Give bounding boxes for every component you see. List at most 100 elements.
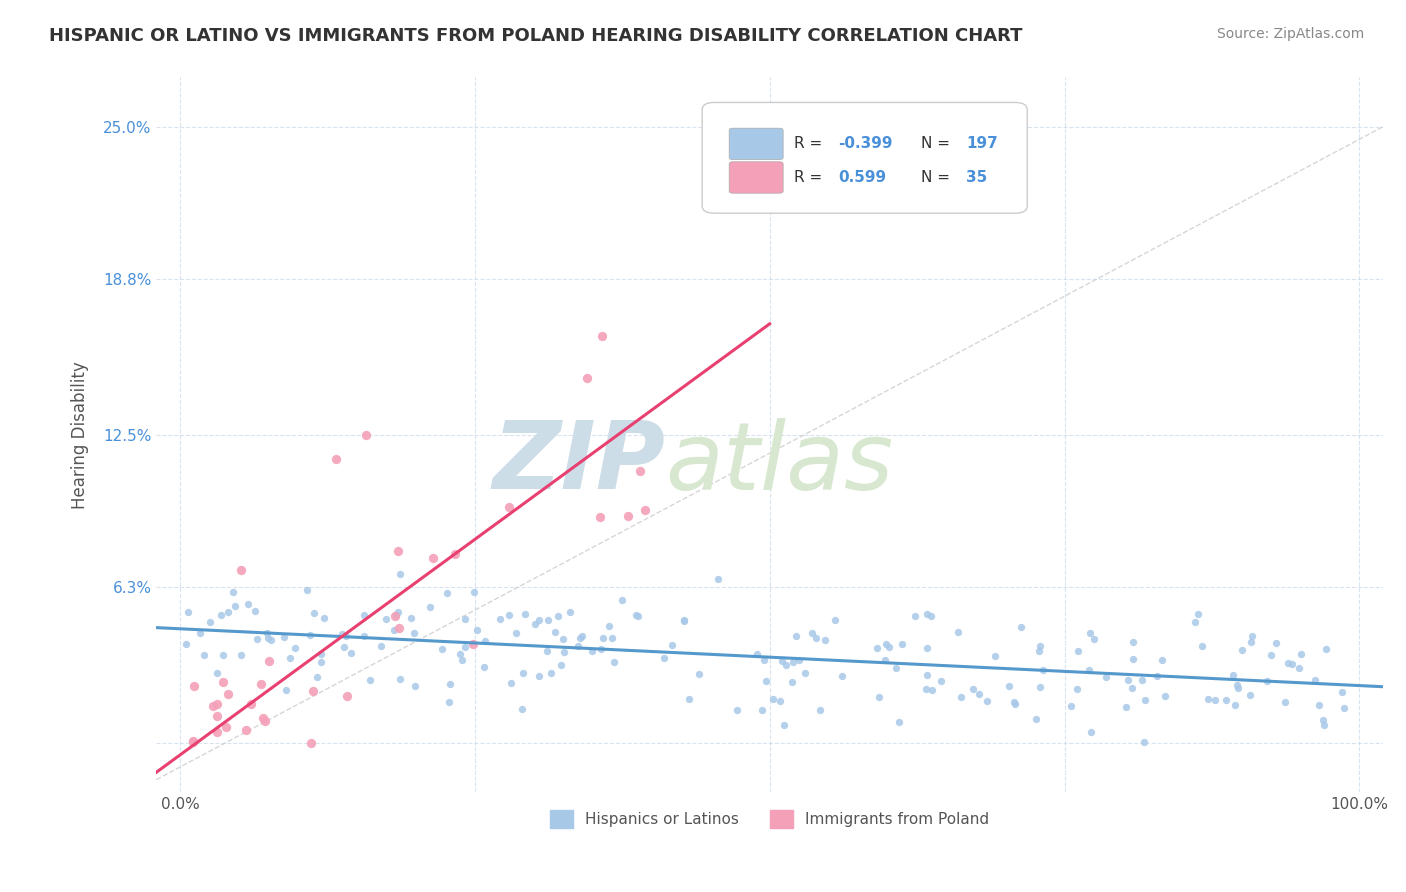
Point bbox=[1066, 681, 1088, 696]
Point bbox=[235, 723, 257, 737]
Point bbox=[550, 658, 572, 673]
Point bbox=[950, 690, 973, 704]
Point bbox=[773, 718, 796, 732]
Point bbox=[688, 667, 710, 681]
Point bbox=[1289, 648, 1312, 662]
Point bbox=[454, 612, 477, 626]
Point bbox=[311, 647, 333, 661]
Point bbox=[387, 543, 409, 558]
Point bbox=[229, 648, 252, 662]
FancyBboxPatch shape bbox=[702, 103, 1028, 213]
Point bbox=[465, 623, 488, 637]
Text: 197: 197 bbox=[966, 136, 998, 152]
Point bbox=[1122, 635, 1144, 649]
Point bbox=[512, 665, 534, 680]
Point bbox=[1078, 626, 1101, 640]
Point bbox=[887, 715, 910, 730]
Point bbox=[915, 640, 938, 655]
Point bbox=[962, 681, 984, 696]
Point bbox=[177, 605, 200, 619]
Point bbox=[217, 605, 239, 619]
Point bbox=[246, 632, 269, 647]
Point bbox=[589, 641, 612, 656]
Point bbox=[915, 607, 938, 622]
Point bbox=[385, 608, 408, 623]
Point bbox=[1133, 735, 1156, 749]
Point bbox=[1028, 644, 1050, 658]
Point bbox=[1230, 642, 1253, 657]
Point bbox=[1154, 690, 1177, 704]
Point bbox=[904, 608, 927, 623]
Point bbox=[1060, 698, 1083, 713]
Point bbox=[575, 371, 598, 385]
Point bbox=[202, 699, 225, 714]
Point bbox=[1312, 713, 1334, 727]
Point bbox=[567, 640, 589, 654]
Point bbox=[1067, 643, 1090, 657]
Point bbox=[976, 694, 998, 708]
Point bbox=[523, 617, 546, 632]
Point bbox=[205, 665, 228, 680]
Point bbox=[589, 509, 612, 524]
Point bbox=[780, 675, 803, 690]
Point bbox=[340, 646, 363, 660]
Text: N =: N = bbox=[921, 170, 955, 185]
Text: N =: N = bbox=[921, 136, 955, 152]
Point bbox=[527, 669, 550, 683]
Point bbox=[627, 609, 650, 624]
Point bbox=[886, 661, 908, 675]
Point bbox=[808, 703, 831, 717]
Point bbox=[295, 582, 318, 597]
Point bbox=[256, 625, 278, 640]
Point bbox=[672, 613, 695, 627]
Point bbox=[628, 464, 651, 478]
Point bbox=[1025, 712, 1047, 726]
Text: R =: R = bbox=[794, 170, 827, 185]
Point bbox=[600, 632, 623, 646]
Point bbox=[929, 673, 952, 688]
Point bbox=[652, 650, 675, 665]
Y-axis label: Hearing Disability: Hearing Disability bbox=[72, 361, 89, 508]
Point bbox=[775, 657, 797, 672]
Point bbox=[222, 585, 245, 599]
Point bbox=[617, 509, 640, 524]
Point bbox=[1308, 698, 1330, 712]
Point bbox=[1274, 695, 1296, 709]
Point bbox=[451, 652, 474, 666]
Point bbox=[1288, 661, 1310, 675]
Point bbox=[591, 329, 613, 343]
Point bbox=[209, 608, 232, 623]
Point bbox=[513, 607, 536, 621]
Point bbox=[610, 592, 633, 607]
Point bbox=[1333, 701, 1355, 715]
Point bbox=[1241, 629, 1264, 643]
Point bbox=[419, 600, 441, 615]
Point bbox=[489, 612, 512, 626]
Point bbox=[1265, 636, 1288, 650]
Point bbox=[260, 632, 283, 647]
Point bbox=[1303, 673, 1326, 688]
Point bbox=[188, 626, 211, 640]
Point bbox=[388, 672, 411, 686]
Point bbox=[193, 648, 215, 663]
Point bbox=[404, 626, 426, 640]
Point bbox=[1187, 607, 1209, 622]
Point bbox=[1122, 651, 1144, 665]
Point bbox=[454, 640, 477, 654]
Point bbox=[388, 566, 411, 581]
Text: Source: ZipAtlas.com: Source: ZipAtlas.com bbox=[1216, 27, 1364, 41]
Point bbox=[254, 714, 277, 729]
Point bbox=[474, 634, 496, 648]
Point bbox=[273, 630, 295, 644]
Point bbox=[1115, 699, 1137, 714]
Point bbox=[725, 703, 748, 717]
Point bbox=[1331, 685, 1354, 699]
Point bbox=[536, 613, 558, 627]
Point bbox=[707, 572, 730, 586]
Point bbox=[384, 624, 406, 638]
Text: HISPANIC OR LATINO VS IMMIGRANTS FROM POLAND HEARING DISABILITY CORRELATION CHAR: HISPANIC OR LATINO VS IMMIGRANTS FROM PO… bbox=[49, 27, 1022, 45]
Point bbox=[181, 735, 204, 749]
Point bbox=[824, 613, 846, 627]
Point bbox=[1197, 692, 1219, 706]
Point bbox=[325, 452, 347, 467]
